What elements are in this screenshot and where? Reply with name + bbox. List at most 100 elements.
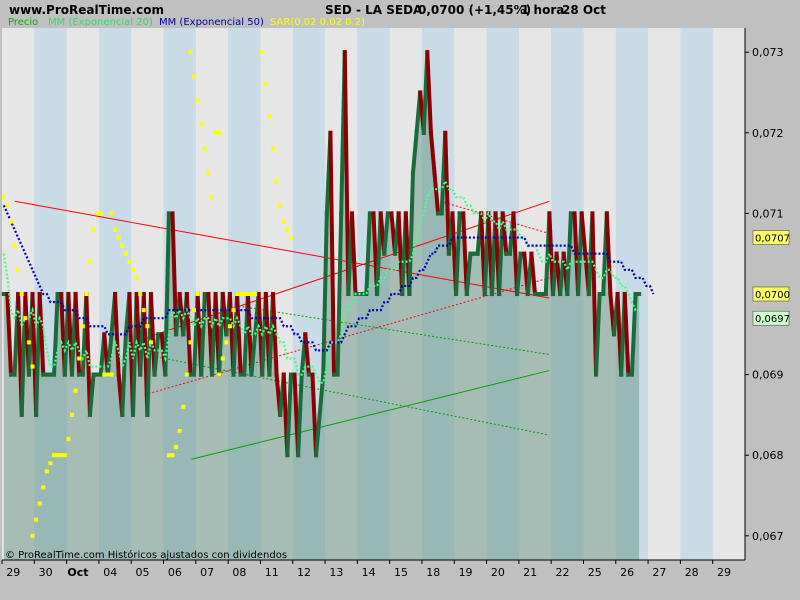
x-tick-label: Oct xyxy=(67,566,88,579)
price-segment xyxy=(170,211,179,337)
legend-price: Precio xyxy=(8,17,38,28)
sar-dot xyxy=(227,324,232,329)
sar-dot xyxy=(91,227,96,232)
price-segment xyxy=(604,211,613,297)
legend-ema20: MM (Exponencial 20) xyxy=(48,17,153,28)
x-tick-label: 19 xyxy=(459,566,473,579)
sar-dot xyxy=(26,340,31,345)
sar-dot xyxy=(263,82,268,87)
price-segment xyxy=(5,291,14,377)
price-segment xyxy=(593,291,602,377)
sar-dot xyxy=(231,308,236,313)
sar-dot xyxy=(270,146,275,151)
price-segment xyxy=(514,251,523,297)
price-segment xyxy=(285,372,294,458)
sar-dot xyxy=(274,179,279,184)
price-segment xyxy=(579,211,588,256)
sar-dot xyxy=(48,461,53,466)
sar-dot xyxy=(69,412,74,417)
x-tick-label: 25 xyxy=(588,566,602,579)
sar-dot xyxy=(98,211,103,216)
sar-dot xyxy=(134,275,139,280)
price-segment xyxy=(425,50,434,135)
sar-dot xyxy=(224,340,229,345)
price-segment xyxy=(443,130,451,256)
sar-dot xyxy=(217,372,222,377)
sar-dot xyxy=(30,533,35,538)
x-tick-label: 14 xyxy=(362,566,376,579)
price-segment xyxy=(303,332,312,377)
x-tick-label: 06 xyxy=(168,566,182,579)
trendline-4 xyxy=(238,305,550,355)
sar-dot xyxy=(1,195,6,200)
sar-dot xyxy=(34,517,39,522)
sar-dot xyxy=(19,292,24,296)
plot-area xyxy=(1,28,745,560)
sar-dot xyxy=(80,324,85,329)
footer-note: © ProRealTime.com Históricos ajustados c… xyxy=(5,549,287,561)
sar-dot xyxy=(170,453,175,458)
price-segment xyxy=(87,372,96,418)
x-tick-label: 28 xyxy=(685,566,699,579)
x-tick-label: 26 xyxy=(620,566,634,579)
sar-dot xyxy=(8,219,13,224)
legend-sar: SAR(0.02 0.02 0.2) xyxy=(270,17,365,28)
sar-dot xyxy=(260,50,265,55)
price-segment xyxy=(296,372,304,458)
sar-dot xyxy=(30,364,35,369)
price-segment xyxy=(432,170,441,216)
x-tick-label: 12 xyxy=(297,566,311,579)
sar-dot xyxy=(62,453,67,458)
sar-dot xyxy=(5,203,10,208)
price-segment xyxy=(73,291,82,377)
sar-dot xyxy=(77,356,82,361)
x-tick-label: 20 xyxy=(491,566,505,579)
price-badge xyxy=(752,230,790,245)
price-segment xyxy=(364,211,372,297)
sar-dot xyxy=(44,469,49,474)
sar-dot xyxy=(188,50,193,55)
sar-dot xyxy=(37,501,42,506)
sar-dot xyxy=(73,388,78,393)
y-tick-label: 0,072 xyxy=(752,127,784,140)
price-segment xyxy=(163,211,171,377)
sar-dot xyxy=(253,292,258,296)
price-segment xyxy=(199,291,207,377)
x-axis-panel xyxy=(0,560,800,600)
sar-dot xyxy=(87,259,92,264)
sar-dot xyxy=(105,372,110,377)
price-segment xyxy=(349,211,358,297)
sar-dot xyxy=(249,292,254,296)
day-band xyxy=(680,28,713,560)
chart-date: 28 Oct xyxy=(562,3,606,17)
sar-dot xyxy=(188,340,193,345)
sar-dot xyxy=(288,235,293,240)
price-segment xyxy=(84,291,92,417)
price-segment xyxy=(249,332,258,377)
sar-dot xyxy=(267,114,272,119)
sar-dot xyxy=(113,227,118,232)
sar-dot xyxy=(109,211,114,216)
price-segment xyxy=(317,372,326,418)
sar-dot xyxy=(41,485,46,490)
x-tick-label: 08 xyxy=(232,566,246,579)
x-tick-label: 27 xyxy=(652,566,666,579)
site-title: www.ProRealTime.com xyxy=(9,3,164,17)
sar-dot xyxy=(177,429,182,434)
sar-dot xyxy=(199,122,204,127)
sar-dot xyxy=(23,316,28,321)
x-tick-label: 22 xyxy=(555,566,569,579)
sar-dot xyxy=(120,243,125,248)
x-tick-label: 18 xyxy=(426,566,440,579)
y-tick-label: 0,073 xyxy=(752,46,784,59)
sar-dot xyxy=(213,130,218,135)
x-tick-label: 07 xyxy=(200,566,214,579)
price-segment xyxy=(321,211,329,377)
price-segment xyxy=(407,171,416,297)
sar-dot xyxy=(242,292,247,296)
price-segment xyxy=(565,211,574,297)
price-segment xyxy=(37,291,46,377)
sar-dot xyxy=(102,372,107,377)
sar-dot xyxy=(148,340,153,345)
